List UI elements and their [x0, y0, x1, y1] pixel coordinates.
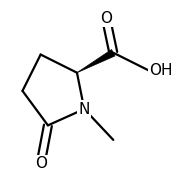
Text: N: N	[79, 101, 90, 117]
Polygon shape	[77, 50, 115, 73]
Text: OH: OH	[150, 63, 173, 78]
Text: O: O	[100, 11, 112, 26]
Text: O: O	[35, 156, 47, 171]
